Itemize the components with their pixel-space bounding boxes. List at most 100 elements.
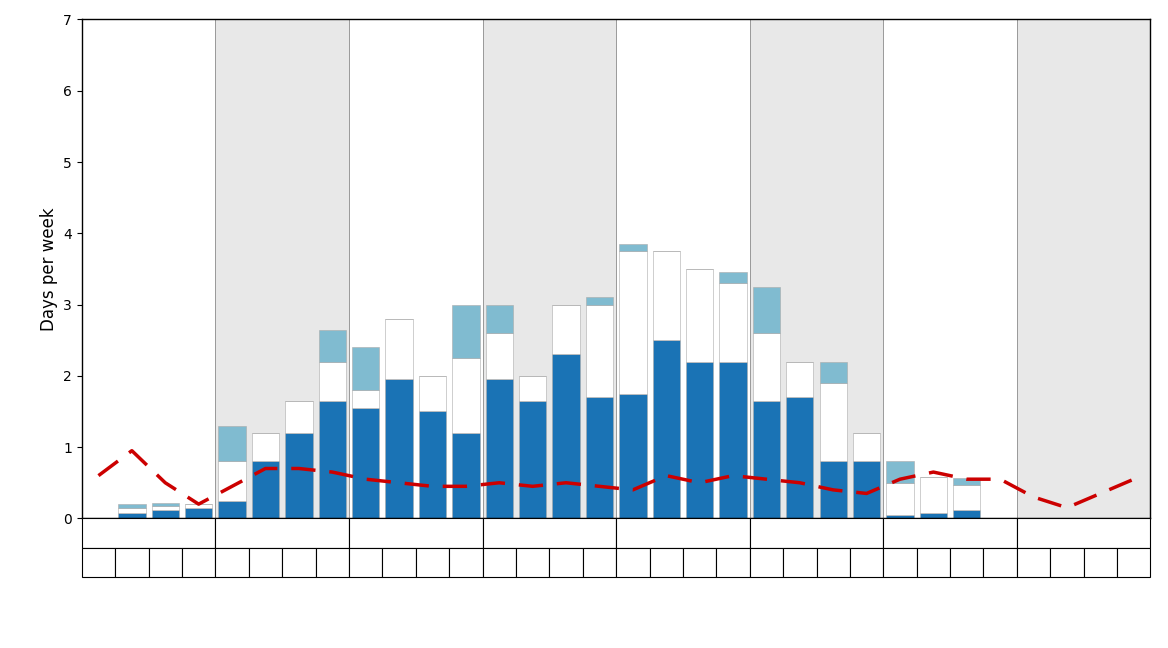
- Text: 4: 4: [729, 555, 737, 569]
- Bar: [919, 513, 947, 518]
- Bar: [215, 19, 349, 518]
- Bar: [452, 305, 480, 358]
- Text: 1: 1: [896, 555, 904, 569]
- Bar: [750, 19, 883, 518]
- Bar: [152, 503, 179, 506]
- Bar: [319, 400, 346, 518]
- Bar: [519, 376, 547, 400]
- Bar: [385, 319, 412, 380]
- Text: 3: 3: [696, 555, 703, 569]
- Text: Oct: Oct: [137, 526, 160, 540]
- Bar: [385, 380, 412, 518]
- Text: Mar: Mar: [804, 526, 829, 540]
- Text: 4: 4: [195, 555, 202, 569]
- Bar: [252, 461, 279, 518]
- Text: 4: 4: [328, 555, 336, 569]
- Bar: [619, 251, 647, 394]
- Bar: [820, 461, 847, 518]
- Bar: [719, 283, 746, 362]
- Text: 2: 2: [529, 555, 536, 569]
- Bar: [452, 433, 480, 518]
- Bar: [319, 330, 346, 362]
- Text: 2: 2: [662, 555, 670, 569]
- Text: 4: 4: [596, 555, 604, 569]
- Bar: [653, 251, 680, 340]
- Text: 2: 2: [128, 555, 135, 569]
- Bar: [352, 347, 380, 390]
- Bar: [619, 394, 647, 518]
- Bar: [853, 433, 881, 461]
- Text: 1: 1: [228, 555, 236, 569]
- Bar: [887, 483, 913, 515]
- Text: 2: 2: [930, 555, 938, 569]
- Bar: [887, 461, 913, 483]
- Bar: [752, 400, 780, 518]
- Bar: [486, 333, 513, 380]
- Bar: [619, 244, 647, 251]
- Bar: [552, 354, 579, 518]
- Bar: [820, 362, 847, 383]
- Bar: [185, 504, 213, 508]
- Bar: [686, 269, 714, 362]
- Text: Nov: Nov: [269, 526, 296, 540]
- Text: 3: 3: [562, 555, 570, 569]
- Bar: [953, 485, 980, 510]
- Text: 4: 4: [1129, 555, 1138, 569]
- Text: 3: 3: [429, 555, 437, 569]
- Bar: [953, 510, 980, 518]
- Text: May: May: [1069, 526, 1098, 540]
- Bar: [752, 287, 780, 333]
- Bar: [419, 376, 446, 411]
- Bar: [452, 358, 480, 433]
- Text: Feb: Feb: [670, 526, 695, 540]
- Bar: [152, 510, 179, 518]
- Bar: [486, 380, 513, 518]
- Bar: [719, 273, 746, 283]
- Text: 2: 2: [395, 555, 403, 569]
- Text: 1: 1: [763, 555, 771, 569]
- Bar: [853, 461, 881, 518]
- Bar: [953, 478, 980, 485]
- Y-axis label: Days per week: Days per week: [40, 207, 57, 330]
- Text: 2: 2: [795, 555, 804, 569]
- Text: 3: 3: [1097, 555, 1104, 569]
- Bar: [786, 362, 813, 397]
- Text: 1: 1: [1030, 555, 1037, 569]
- Text: 1: 1: [628, 555, 637, 569]
- Text: 3: 3: [962, 555, 971, 569]
- Text: Jan: Jan: [538, 526, 559, 540]
- Bar: [585, 305, 613, 397]
- Text: 3: 3: [161, 555, 169, 569]
- Text: 3: 3: [829, 555, 837, 569]
- Bar: [919, 477, 947, 513]
- Bar: [482, 19, 617, 518]
- Bar: [285, 433, 313, 518]
- Text: 2: 2: [262, 555, 270, 569]
- Bar: [486, 305, 513, 333]
- Text: 4: 4: [863, 555, 870, 569]
- Text: Dec: Dec: [402, 526, 429, 540]
- Bar: [218, 500, 245, 518]
- Bar: [352, 390, 380, 408]
- Bar: [585, 397, 613, 518]
- Bar: [820, 383, 847, 461]
- Text: 1: 1: [362, 555, 369, 569]
- Bar: [185, 508, 213, 518]
- Bar: [1017, 19, 1150, 518]
- Text: 4: 4: [461, 555, 470, 569]
- Bar: [252, 433, 279, 461]
- Bar: [585, 297, 613, 305]
- Bar: [152, 506, 179, 510]
- Bar: [319, 362, 346, 400]
- Text: 2: 2: [1063, 555, 1071, 569]
- Bar: [653, 340, 680, 518]
- Bar: [786, 397, 813, 518]
- Bar: [686, 362, 714, 518]
- Bar: [118, 508, 146, 513]
- Bar: [419, 411, 446, 518]
- Bar: [519, 400, 547, 518]
- Bar: [887, 515, 913, 518]
- Bar: [118, 504, 146, 508]
- Text: Apr: Apr: [938, 526, 962, 540]
- Text: 4: 4: [996, 555, 1004, 569]
